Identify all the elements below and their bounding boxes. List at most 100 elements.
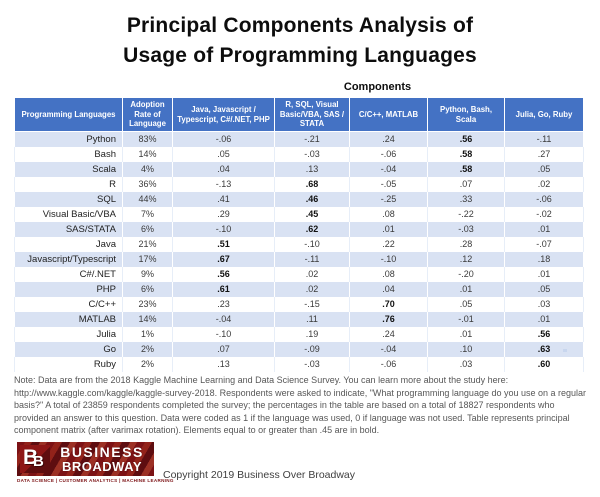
loading-cell: .05: [504, 282, 584, 297]
loading-cell: .46: [274, 192, 350, 207]
loading-cell: -.06: [349, 357, 428, 372]
column-header: Julia, Go, Ruby: [504, 97, 584, 132]
loading-cell: -.10: [172, 327, 275, 342]
loading-cell: .62: [274, 222, 350, 237]
loading-cell: .04: [172, 162, 275, 177]
table-row: SQL 44% .41.46 -.25.33 -.06: [14, 192, 584, 207]
loading-cell: -.06: [504, 192, 584, 207]
loading-cell: .33: [427, 192, 505, 207]
loading-cell: .45: [274, 207, 350, 222]
language-cell: Go: [14, 342, 123, 357]
loading-cell: .05: [427, 297, 505, 312]
loading-cell: -.03: [427, 222, 505, 237]
loading-cell: -.09: [274, 342, 350, 357]
table-row: C/C++ 23% .23 -.15.70.05.03: [14, 297, 584, 312]
logo-bb-icon: B B: [20, 445, 50, 473]
loading-cell: .23: [172, 297, 275, 312]
loading-cell: -.22: [427, 207, 505, 222]
table-row: C#/.NET 9% .56.02.08 -.20.01: [14, 267, 584, 282]
adoption-rate-cell: 6%: [122, 222, 173, 237]
loading-cell: -.10: [349, 252, 428, 267]
loading-cell: -.01: [427, 312, 505, 327]
logo-word-broadway: BROADWAY: [61, 458, 143, 474]
adoption-rate-cell: 14%: [122, 147, 173, 162]
loading-cell: .24: [349, 327, 428, 342]
adoption-rate-cell: 23%: [122, 297, 173, 312]
loading-cell: .08: [349, 207, 428, 222]
column-header: Adoption Rate of Language: [122, 97, 173, 132]
column-header: R, SQL, Visual Basic/VBA, SAS / STATA: [274, 97, 350, 132]
logo-word-business: BUSINESS: [60, 443, 144, 460]
loading-cell: .18: [504, 252, 584, 267]
loading-cell: .01: [427, 327, 505, 342]
loading-cell: .28: [427, 237, 505, 252]
header-row: Programming Languages Adoption Rate of La…: [14, 97, 584, 132]
table-row: Scala 4% .04.13 -.04.58.05: [14, 162, 584, 177]
loading-cell: .02: [274, 267, 350, 282]
loading-cell: .27: [504, 147, 584, 162]
loading-cell: .22: [349, 237, 428, 252]
adoption-rate-cell: 2%: [122, 342, 173, 357]
adoption-rate-cell: 17%: [122, 252, 173, 267]
table-row: Java 21% .51 -.10.22.28 -.07: [14, 237, 584, 252]
table-row: Javascript/Typescript 17% .67 -.11 -.10.12.1…: [14, 252, 584, 267]
adoption-rate-cell: 7%: [122, 207, 173, 222]
language-cell: Visual Basic/VBA: [14, 207, 123, 222]
loading-cell: .10: [427, 342, 505, 357]
loading-cell: -.07: [504, 237, 584, 252]
column-header: Java, Javascript / Typescript, C#/.NET, …: [172, 97, 275, 132]
logo-letter-b2: B: [33, 453, 44, 470]
language-cell: R: [14, 177, 123, 192]
language-cell: SQL: [14, 192, 123, 207]
language-cell: C#/.NET: [14, 267, 123, 282]
loading-cell: .19: [274, 327, 350, 342]
business-broadway-logo: B B BUSINESS BROADWAY DATA SCIENCE | CUS…: [17, 442, 173, 483]
loading-cell: -.13: [172, 177, 275, 192]
logo-letter-b1: B: [23, 446, 39, 469]
copyright-text: Copyright 2019 Business Over Broadway: [163, 469, 356, 481]
loading-cell: .76: [349, 312, 428, 327]
table-row: Python 83% -.06 -.21.24.56 -.11: [14, 131, 584, 147]
loading-cell: .67: [172, 252, 275, 267]
language-cell: SAS/STATA: [14, 222, 123, 237]
loading-cell: .07: [427, 177, 505, 192]
loading-cell: .56: [427, 131, 505, 147]
loading-cell: -.11: [274, 252, 350, 267]
adoption-rate-cell: 14%: [122, 312, 173, 327]
loading-cell: .41: [172, 192, 275, 207]
loading-cell: .11: [274, 312, 350, 327]
pca-table: Programming Languages Adoption Rate of La…: [14, 97, 584, 372]
loading-cell: .01: [504, 267, 584, 282]
language-cell: MATLAB: [14, 312, 123, 327]
loading-cell: -.03: [274, 147, 350, 162]
loading-cell: .63: [504, 342, 584, 357]
loading-cell: .05: [172, 147, 275, 162]
loading-cell: .60: [504, 357, 584, 372]
loading-cell: .24: [349, 131, 428, 147]
language-cell: Julia: [14, 327, 123, 342]
loading-cell: .01: [349, 222, 428, 237]
loading-cell: -.25: [349, 192, 428, 207]
loading-cell: -.21: [274, 131, 350, 147]
loading-cell: .05: [504, 162, 584, 177]
loading-cell: .07: [172, 342, 275, 357]
adoption-rate-cell: 6%: [122, 282, 173, 297]
loading-cell: -.11: [504, 131, 584, 147]
loading-cell: .02: [504, 177, 584, 192]
loading-cell: -.10: [172, 222, 275, 237]
loading-cell: .04: [349, 282, 428, 297]
loading-cell: .02: [274, 282, 350, 297]
loading-cell: .61: [172, 282, 275, 297]
page-title: Principal Components Analysis of Usage o…: [0, 11, 600, 71]
loading-cell: .70: [349, 297, 428, 312]
title-line-1: Principal Components Analysis of: [126, 14, 474, 37]
language-cell: Scala: [14, 162, 123, 177]
loading-cell: .56: [172, 267, 275, 282]
adoption-rate-cell: 2%: [122, 357, 173, 372]
language-cell: Ruby: [14, 357, 123, 372]
loading-cell: .58: [427, 162, 505, 177]
loading-cell: .56: [504, 327, 584, 342]
column-header: Python, Bash, Scala: [427, 97, 505, 132]
language-cell: Java: [14, 237, 123, 252]
